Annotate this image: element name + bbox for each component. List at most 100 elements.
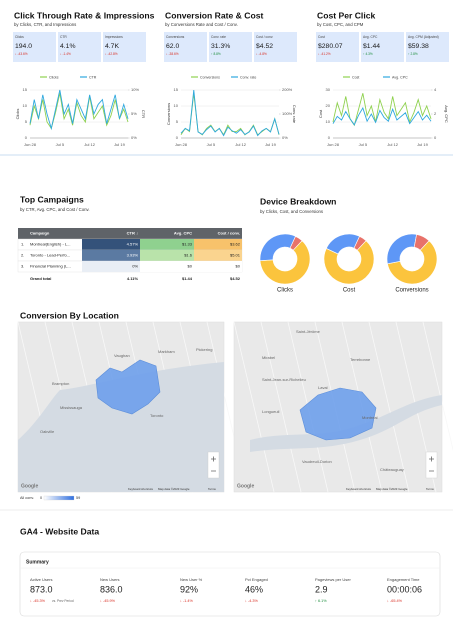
y-tick-label: 5 (176, 119, 179, 124)
cell-value: 3.93% (127, 253, 139, 258)
map-water (250, 395, 442, 452)
kpi-delta: ↓ -38.6% (166, 52, 179, 56)
map-place: Châteauguay (380, 467, 404, 472)
map-place: Mirabel (262, 355, 275, 360)
row-index: 2. (21, 253, 24, 258)
zoom-icons (429, 456, 434, 472)
y-tick-label: 15 (23, 87, 28, 92)
metric-value: 46% (245, 584, 263, 594)
metric-value: 00:00:06 (387, 584, 422, 594)
kpi-value: 62.0 (166, 43, 179, 50)
heat-cell (140, 261, 194, 272)
metric-label: Pct Engaged (245, 577, 268, 582)
kpi-delta: ↓ -42.8% (105, 52, 118, 56)
legend-max: 59 (76, 496, 80, 500)
series-line (332, 93, 432, 127)
heat-cell (82, 239, 140, 250)
kpi-value: $1.44 (363, 43, 380, 50)
y2-tick-label: 2 (434, 111, 437, 116)
y2-axis-title: CTR (141, 110, 146, 118)
x-tick-label: Jul 12 (84, 142, 95, 147)
legend-label: Avg. CPC (392, 75, 408, 79)
y-tick-label: 0 (328, 135, 331, 140)
section-title: Click Through Rate & Impressions (14, 10, 155, 20)
y2-tick-label: 100% (282, 111, 293, 116)
cell-value: $3.62 (230, 242, 241, 247)
x-tick-label: Jul 5 (56, 142, 65, 147)
heat-cell (82, 250, 140, 261)
y2-tick-label: 5% (131, 111, 137, 116)
cell-value: 4.57% (127, 242, 139, 247)
x-tick-label: Jul 19 (417, 142, 428, 147)
heat-cell (194, 239, 242, 250)
donut-label: Cost (343, 288, 356, 294)
kpi-delta: ↓ -43.6% (15, 52, 28, 56)
kpi-value: $280.07 (318, 43, 343, 50)
legend-label: Cost (352, 75, 359, 79)
kpi-label: Cost (318, 35, 325, 39)
zoom-control[interactable] (425, 451, 438, 479)
map-place: Saint-Jérôme (296, 329, 321, 334)
y2-tick-label: 200% (282, 87, 293, 92)
x-tick-label: Jul 5 (359, 142, 368, 147)
section-subtitle: by CTR, Avg. CPC, and Cost / Conv. (20, 207, 90, 212)
kpi-value: $59.38 (408, 43, 429, 50)
section-subtitle: by Clicks, CTR, and Impressions (14, 22, 76, 27)
metric-value: 836.0 (100, 584, 123, 594)
kpi-card (164, 32, 207, 62)
y-tick-label: 30 (326, 87, 331, 92)
cell-value: 0% (132, 264, 138, 269)
cell-value: $1.6 (184, 253, 193, 258)
map-attribution: Keyboard shortcuts (128, 487, 153, 491)
section-subtitle: by Clicks, Cost, and Conversions (260, 209, 323, 214)
legend-label: CTR (89, 75, 97, 79)
map-place: Mississauga (60, 405, 83, 410)
y-axis-title: Conversions (166, 103, 171, 125)
heat-cell (194, 261, 242, 272)
grand-total-value: $4.52 (230, 276, 241, 281)
y-tick-label: 10 (23, 103, 28, 108)
kpi-label: Impressions (105, 35, 123, 39)
kpi-value: 194.0 (15, 43, 32, 50)
zoom-icons (211, 456, 216, 472)
cell-value: $0 (236, 264, 241, 269)
cell-value: $1.33 (182, 242, 193, 247)
column-header: Avg. CPC (174, 231, 192, 236)
y-tick-label: 10 (326, 119, 331, 124)
campaign-name: Montreal(English) - L... (30, 242, 70, 247)
metric-delta: ↑ 6.1% (315, 599, 327, 603)
kpi-delta: ↓ -41.2% (318, 52, 331, 56)
x-tick-label: Jul 12 (235, 142, 246, 147)
section-title: GA4 - Website Data (20, 526, 99, 536)
y-axis-title: Cost (318, 109, 323, 118)
kpi-card (103, 32, 146, 62)
metric-delta: ↓ -4.3% (245, 599, 258, 603)
map-attribution: Terms (208, 487, 216, 491)
section-title: Conversion Rate & Cost (165, 10, 264, 20)
donut-slice (413, 234, 430, 251)
section-title: Device Breakdown (260, 196, 336, 206)
y-tick-label: 15 (174, 87, 179, 92)
y-tick-label: 20 (326, 103, 331, 108)
kpi-label: Conversions (166, 35, 185, 39)
zoom-control[interactable] (207, 451, 220, 479)
kpi-delta: ↑ 2.8% (408, 52, 418, 56)
campaign-name: Financial Planning (L... (30, 264, 71, 269)
kpi-delta: ↑ 4.3% (363, 52, 373, 56)
kpi-card (13, 32, 56, 62)
cell-value: $5.01 (230, 253, 241, 258)
metric-label: New Users (100, 577, 120, 582)
kpi-card (209, 32, 252, 62)
row-index: 3. (21, 264, 24, 269)
section-title: Top Campaigns (20, 194, 84, 204)
donut-label: Clicks (277, 288, 293, 294)
y2-tick-label: 0 (434, 135, 437, 140)
map-region (299, 387, 377, 441)
metric-delta: ↓ -1.4% (180, 599, 193, 603)
kpi-label: Avg. CPC (363, 35, 378, 39)
y-tick-label: 0 (176, 135, 179, 140)
map-attribution: Keyboard shortcuts (346, 487, 371, 491)
kpi-label: Cost / conv. (256, 35, 273, 39)
